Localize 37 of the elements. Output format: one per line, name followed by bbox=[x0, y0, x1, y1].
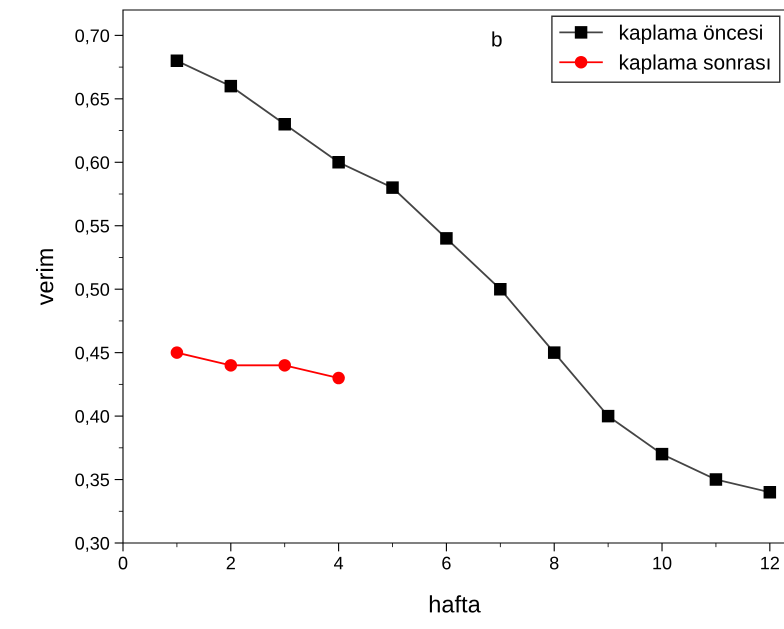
x-tick-label: 0 bbox=[118, 556, 128, 570]
legend-label: kaplama öncesi bbox=[620, 24, 762, 44]
x-tick-label: 8 bbox=[550, 556, 558, 570]
point bbox=[710, 473, 722, 486]
x-tick-label: 6 bbox=[442, 556, 451, 570]
y-axis-title: verim bbox=[36, 249, 54, 306]
point bbox=[170, 54, 184, 68]
point bbox=[656, 448, 668, 460]
annotation: b bbox=[492, 31, 502, 47]
x-tick-label: 4 bbox=[334, 556, 344, 570]
y-tick-label: 0,55 bbox=[75, 220, 110, 235]
point bbox=[332, 372, 345, 384]
y-tick-label: 0,40 bbox=[75, 410, 110, 425]
point bbox=[278, 359, 291, 372]
point bbox=[386, 181, 399, 194]
point bbox=[224, 80, 238, 92]
y-tick-label: 0,45 bbox=[75, 346, 110, 362]
x-tick-label: 10 bbox=[653, 556, 672, 570]
y-tick-label: 0,30 bbox=[75, 536, 110, 552]
y-tick-label: 0,70 bbox=[75, 29, 110, 44]
point bbox=[224, 359, 238, 372]
legend-label: kaplama sonrası bbox=[620, 54, 770, 74]
point bbox=[440, 232, 453, 245]
x-axis-title: hafta bbox=[430, 595, 481, 613]
y-tick-label: 0,35 bbox=[75, 473, 110, 488]
y-tick-label: 0,60 bbox=[75, 156, 110, 172]
x-tick-label: 12 bbox=[761, 556, 779, 570]
point bbox=[548, 346, 560, 359]
y-tick-label: 0,50 bbox=[75, 283, 110, 298]
y-tick-label: 0,65 bbox=[75, 92, 110, 108]
point bbox=[170, 346, 184, 359]
point bbox=[764, 486, 776, 498]
point bbox=[332, 156, 345, 169]
point bbox=[494, 282, 507, 296]
point bbox=[278, 118, 291, 130]
point bbox=[602, 410, 614, 422]
x-tick-label: 2 bbox=[226, 556, 235, 570]
